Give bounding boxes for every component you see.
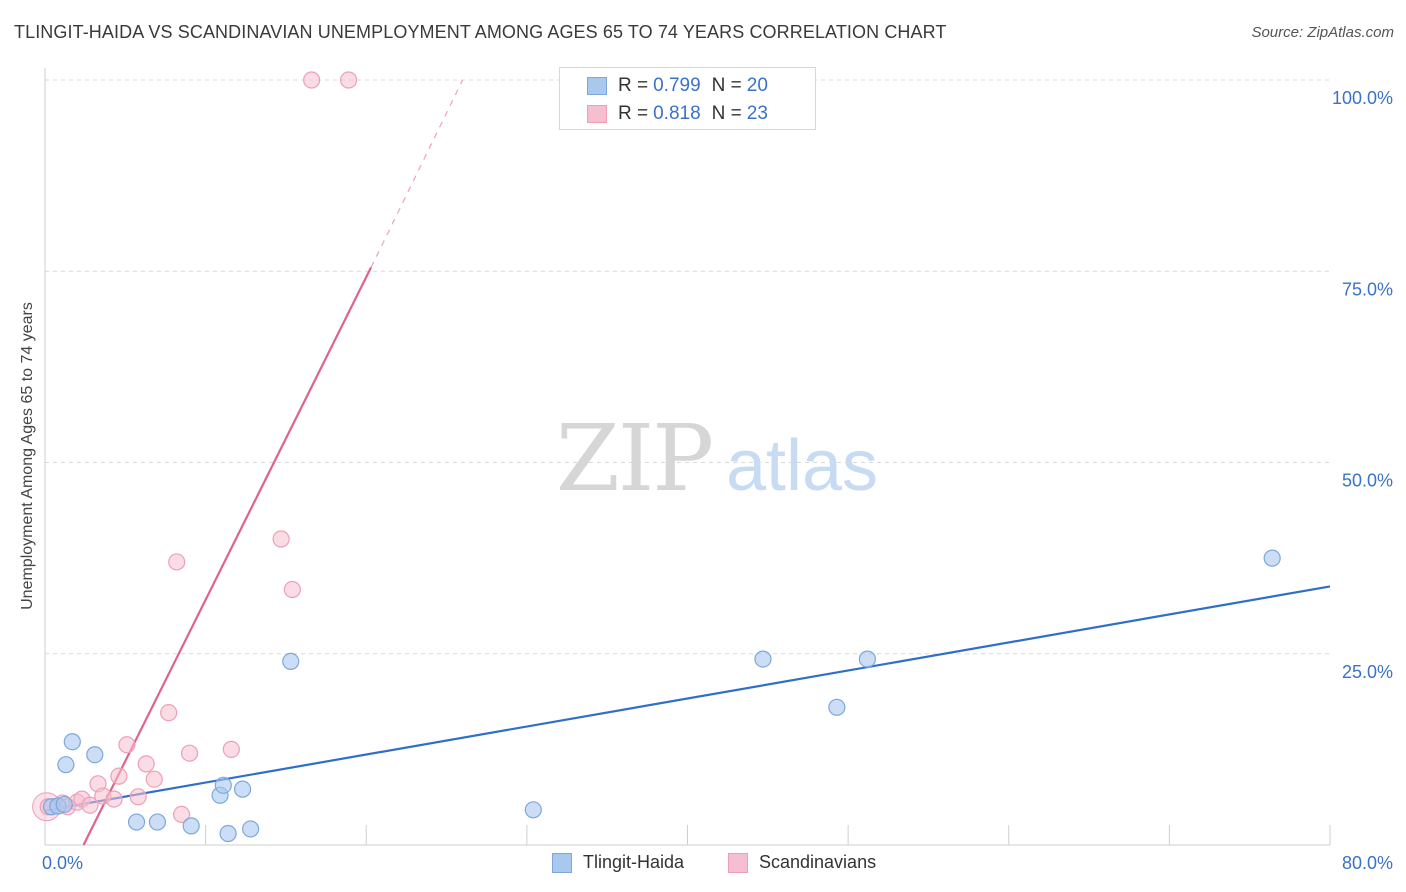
point-tlingit-haida [858, 650, 877, 668]
source-label: Source: ZipAtlas.com [1251, 24, 1394, 41]
y-tick-label: 75.0% [1342, 279, 1393, 299]
point-scandinavians [129, 788, 147, 806]
point-tlingit-haida [233, 780, 252, 798]
point-scandinavians [180, 744, 199, 762]
point-tlingit-haida [214, 776, 232, 794]
point-tlingit-haida [63, 733, 81, 751]
point-tlingit-haida [524, 801, 542, 819]
point-tlingit-haida [148, 813, 167, 831]
axes [44, 68, 1331, 846]
point-scandinavians [303, 71, 321, 89]
series-legend-label: Tlingit-Haida [583, 852, 685, 872]
point-scandinavians [283, 580, 301, 599]
y-tick-label: 100.0% [1332, 88, 1393, 108]
point-tlingit-haida [242, 820, 260, 838]
y-tick-label: 50.0% [1342, 471, 1393, 491]
correlation-legend: R = 0.799 N = 20 R = 0.818 N = 23 [559, 67, 816, 130]
point-scandinavians [137, 755, 155, 773]
point-scandinavians [168, 553, 186, 571]
x-tick-label: 0.0% [42, 853, 83, 873]
data-points [32, 71, 1281, 843]
point-tlingit-haida [86, 746, 104, 764]
point-scandinavians [105, 790, 123, 808]
legend-n-value: 20 [746, 75, 768, 96]
point-tlingit-haida [282, 652, 300, 671]
series-legend-tlingit-haida: Tlingit-Haida [552, 852, 684, 873]
legend-r-value: 0.799 [653, 75, 701, 96]
watermark-atlas: atlas [726, 426, 878, 506]
point-scandinavians [339, 71, 358, 89]
point-scandinavians [160, 704, 178, 722]
point-tlingit-haida [55, 795, 73, 814]
watermark-zip: ZIP [556, 405, 712, 512]
tick-labels: 25.0% 50.0% 75.0% 100.0% 0.0% 80.0% [42, 88, 1393, 873]
point-tlingit-haida [57, 756, 75, 774]
point-tlingit-haida [127, 813, 146, 831]
legend-r-value: 0.818 [653, 103, 701, 124]
point-scandinavians [110, 767, 128, 785]
legend-n-label: N = [711, 103, 742, 124]
legend-swatch-pink [587, 105, 607, 123]
point-scandinavians [222, 740, 240, 758]
point-tlingit-haida [182, 817, 200, 835]
trend-line-tlingit-haida [44, 585, 1331, 812]
point-scandinavians [272, 530, 290, 548]
legend-n-value: 23 [746, 103, 768, 124]
point-tlingit-haida [1263, 549, 1281, 567]
series-legend-scandinavians: Scandinavians [728, 852, 876, 873]
point-tlingit-haida [828, 698, 846, 716]
point-scandinavians [172, 805, 191, 824]
legend-n-label: N = [711, 75, 742, 96]
grid [45, 79, 1330, 655]
series-legend-label: Scandinavians [759, 852, 877, 872]
trend-line-extension [370, 79, 464, 268]
point-scandinavians [81, 796, 99, 814]
point-tlingit-haida [219, 824, 237, 843]
legend-swatch-blue [587, 77, 607, 95]
point-scandinavians [118, 736, 136, 754]
series-swatch-blue [552, 852, 572, 873]
watermark: ZIP atlas [556, 405, 878, 512]
legend-row-scandinavians: R = 0.818 N = 23 [587, 102, 773, 126]
y-tick-label: 25.0% [1342, 662, 1393, 682]
legend-row-tlingit-haida: R = 0.799 N = 20 [587, 74, 773, 98]
chart-title: TLINGIT-HAIDA VS SCANDINAVIAN UNEMPLOYME… [14, 22, 947, 42]
point-scandinavians [145, 770, 163, 788]
x-tick-label: 80.0% [1342, 853, 1393, 873]
legend-r-label: R = [618, 103, 649, 124]
trend-line-scandinavians [82, 266, 373, 846]
legend-r-label: R = [618, 75, 649, 96]
point-tlingit-haida [754, 650, 772, 668]
series-legend: Tlingit-Haida Scandinavians [0, 852, 1406, 876]
series-swatch-pink [728, 852, 748, 873]
